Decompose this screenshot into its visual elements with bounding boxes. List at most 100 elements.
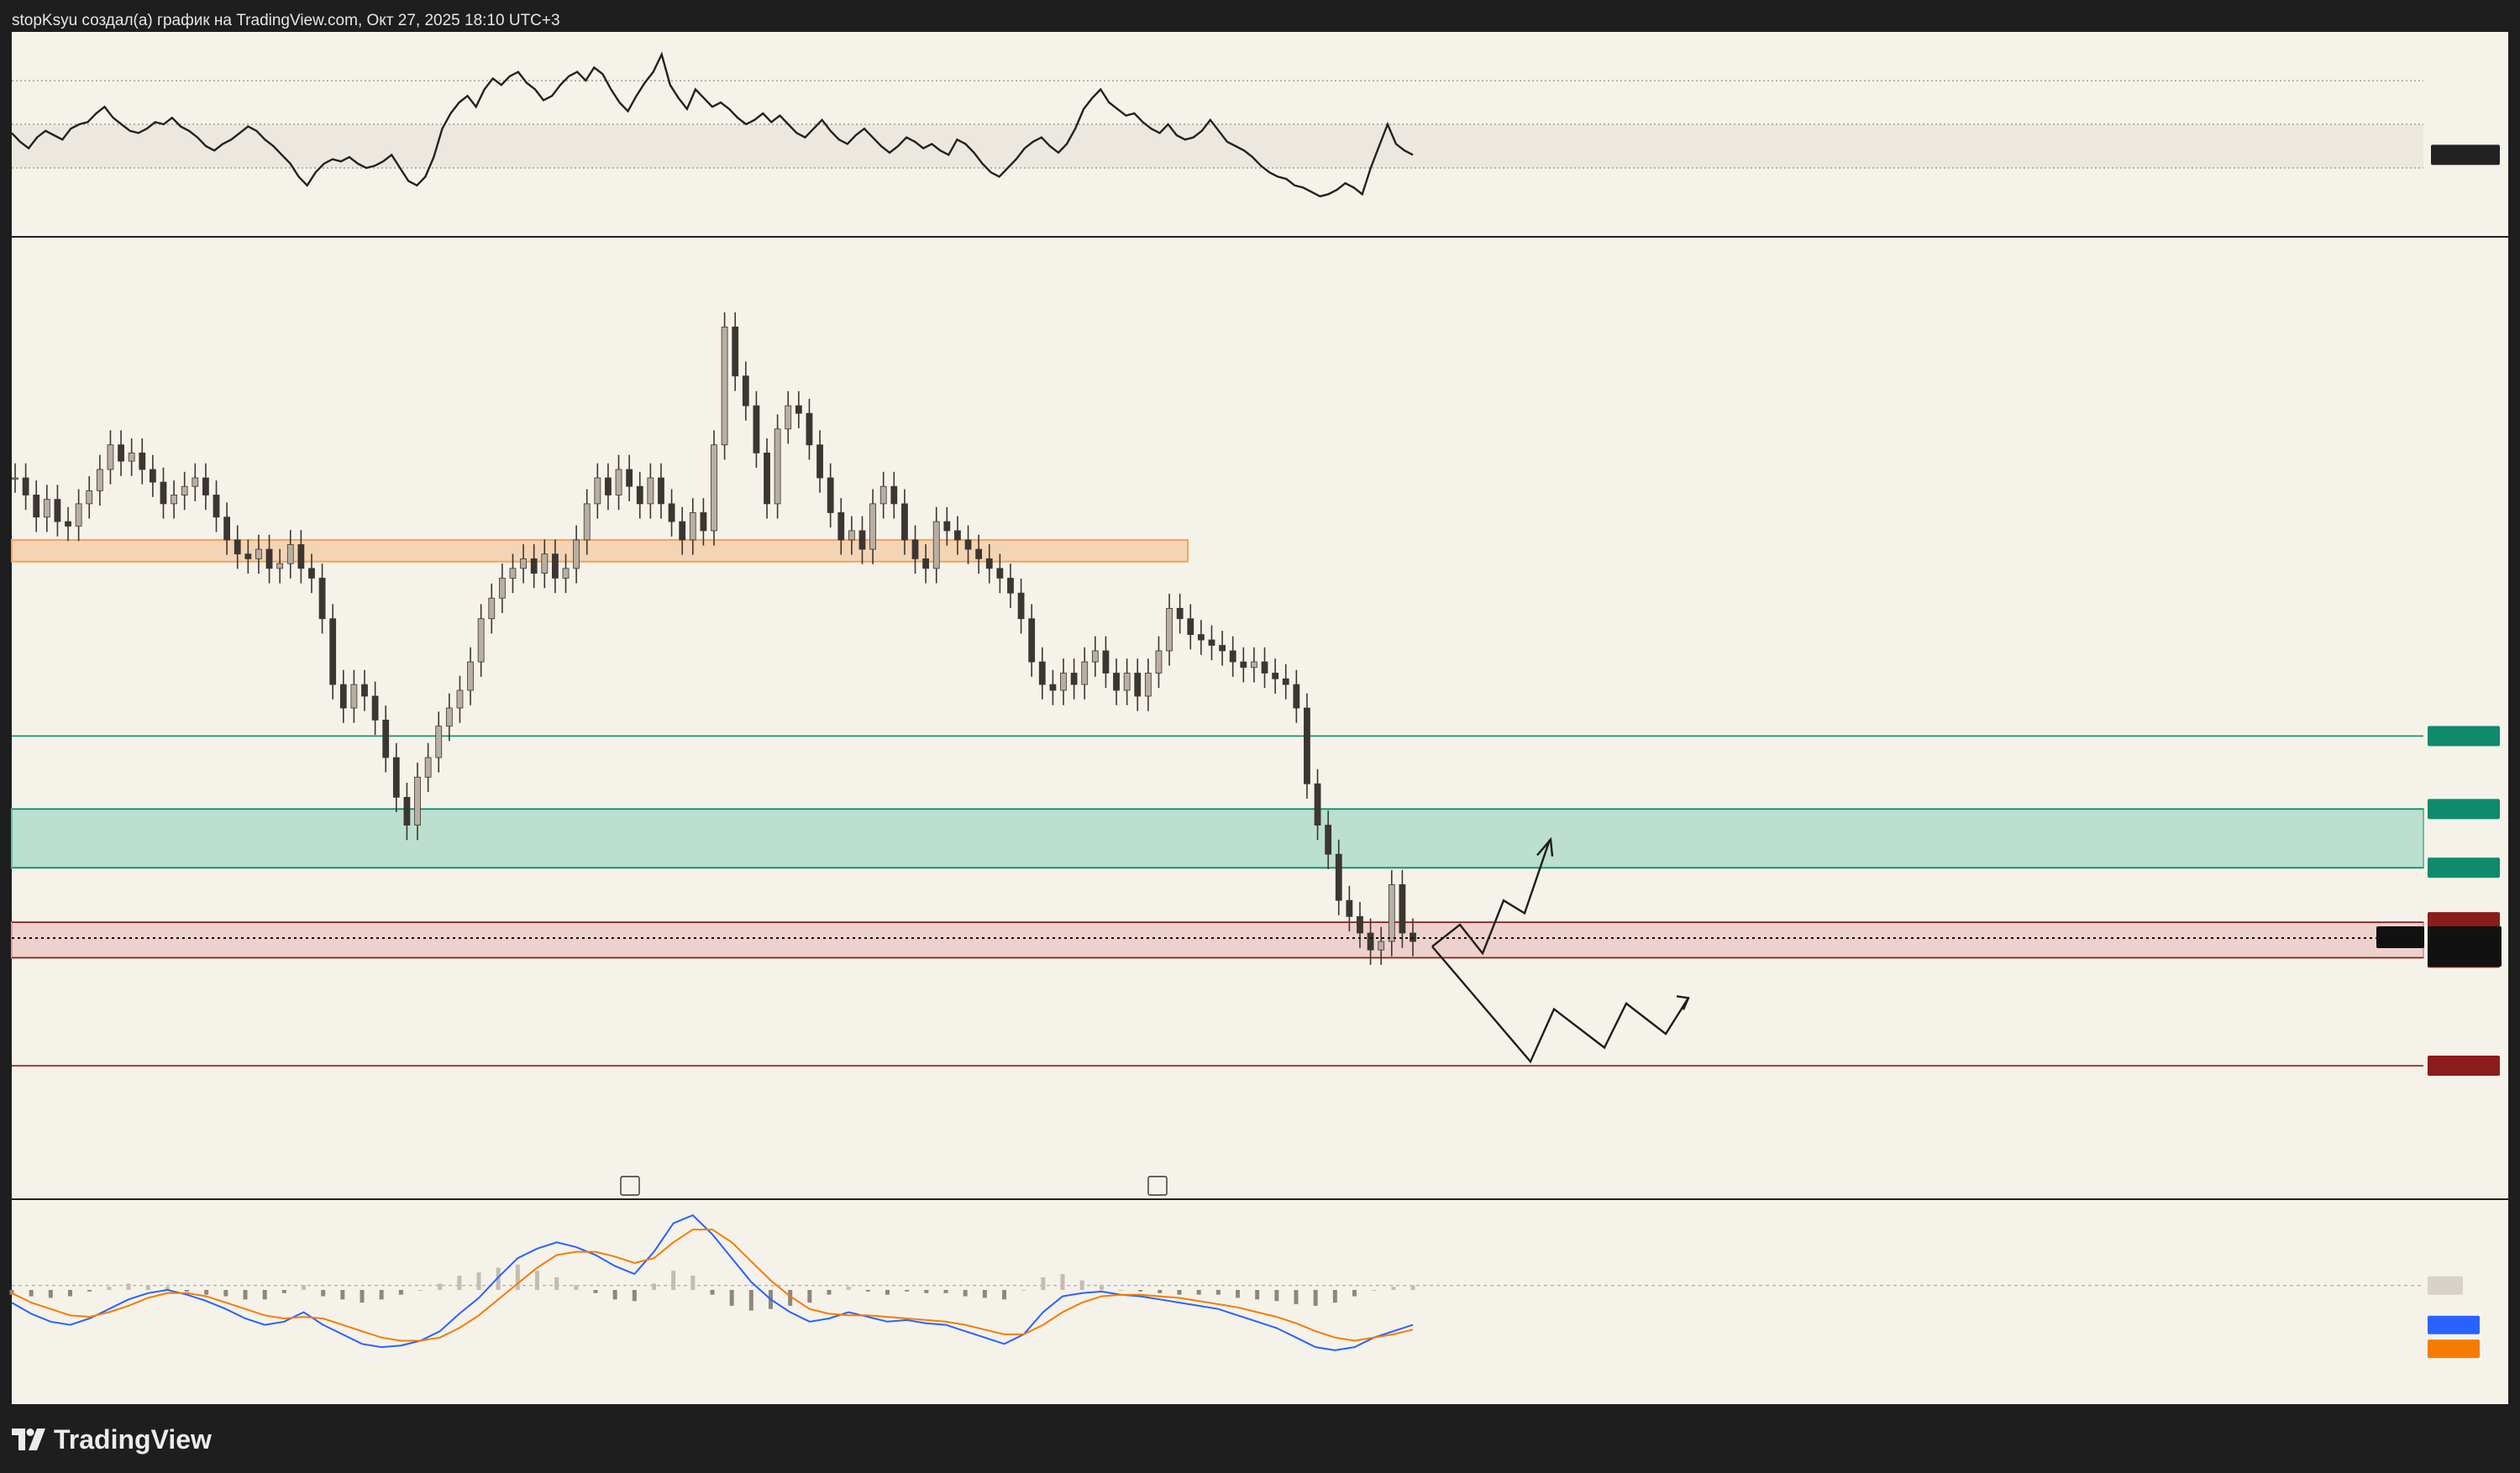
candle-body [1060, 673, 1067, 691]
candle-body [424, 757, 432, 778]
candle-body [255, 548, 262, 559]
macd-histogram-bar [982, 1290, 987, 1298]
macd-panel[interactable] [9, 1214, 2481, 1359]
macd-histogram-bar [1294, 1290, 1299, 1305]
candle-body [1229, 650, 1236, 663]
candle-body [86, 490, 93, 505]
candle-body [1240, 661, 1247, 668]
macd-histogram-bar [1021, 1290, 1026, 1291]
forecast-up-path [1431, 839, 1551, 956]
candle-body [467, 661, 474, 691]
candle-body [382, 720, 390, 758]
macd-histogram-bar [1236, 1290, 1240, 1298]
candle-body [118, 444, 124, 462]
macd-histogram-bar [1410, 1285, 1415, 1290]
macd-histogram-bar [671, 1271, 676, 1290]
candle-body [1091, 650, 1099, 663]
candle-body [213, 495, 220, 518]
candle-body [456, 689, 464, 709]
candle-body [1166, 607, 1173, 652]
macd-histogram-bar [632, 1290, 637, 1302]
candle-body [1102, 650, 1110, 674]
candle-body [149, 469, 156, 483]
candle-body [1282, 678, 1289, 685]
candle-body [276, 563, 284, 569]
macd-histogram-bar [48, 1290, 53, 1298]
candle-body [202, 477, 209, 495]
macd-histogram-bar [593, 1290, 598, 1293]
candle-body [1123, 673, 1131, 691]
candle-body [827, 477, 834, 513]
candle-body [498, 578, 506, 599]
candle-body [1007, 578, 1014, 594]
macd-histogram-bar [885, 1290, 890, 1295]
candle-body [1038, 661, 1046, 685]
candle-body [244, 553, 252, 559]
rsi-value-tag [2431, 144, 2500, 165]
candle-body [128, 452, 135, 462]
candle-body [192, 477, 199, 487]
chart-background [12, 32, 2508, 1404]
candle-body [1113, 673, 1120, 691]
candle-body [1378, 941, 1385, 951]
price-panel[interactable] [11, 312, 2508, 1200]
macd-histogram-bar [223, 1290, 228, 1297]
candle-body [541, 553, 549, 574]
candle-body [837, 512, 845, 541]
macd-zero-tag [2428, 1276, 2463, 1295]
macd-histogram-bar [1196, 1290, 1201, 1295]
candle-body [435, 726, 443, 758]
candle-body [605, 477, 612, 495]
candle-body [700, 512, 707, 532]
macd-line [11, 1214, 1414, 1351]
candle-body [1017, 592, 1025, 620]
macd-histogram-bar [846, 1287, 851, 1290]
symbol-tag [2376, 925, 2424, 948]
candle-body [139, 452, 146, 470]
macd-histogram-bar [535, 1271, 539, 1290]
macd-histogram-bar [1158, 1290, 1163, 1293]
macd-histogram-bar [924, 1290, 929, 1293]
candle-body [488, 597, 496, 620]
macd-histogram-bar [1274, 1290, 1279, 1302]
earnings-marker [1147, 1176, 1168, 1196]
candle-body [1134, 673, 1142, 697]
candle-body [520, 558, 527, 569]
candle-body [996, 568, 1004, 579]
candle-body [848, 530, 855, 541]
macd-histogram-bar [68, 1290, 72, 1297]
candle-body [732, 326, 739, 377]
candle-body [371, 695, 379, 721]
macd-histogram-bar [943, 1290, 948, 1293]
candle-body [1293, 684, 1300, 709]
macd-histogram-bar [1332, 1290, 1337, 1303]
candle-body [308, 568, 315, 579]
candle-body [160, 481, 167, 505]
candle-body [562, 568, 570, 579]
candle-body [445, 707, 453, 727]
macd-histogram-bar [710, 1290, 715, 1295]
rsi-panel[interactable] [11, 51, 2508, 238]
macd-histogram-bar [827, 1290, 832, 1295]
candle-body [869, 503, 876, 550]
candle-body [890, 485, 898, 505]
candle-body [1335, 853, 1342, 901]
macd-histogram-bar [321, 1290, 326, 1297]
footer-brand: TradingView [12, 1423, 212, 1456]
candle-body [234, 539, 241, 555]
macd-histogram-bar [107, 1287, 112, 1290]
macd-histogram-bar [963, 1290, 968, 1297]
macd-histogram-bar [243, 1290, 248, 1300]
macd-histogram-bar [1352, 1290, 1357, 1297]
macd-histogram-bar [379, 1290, 384, 1300]
candle-body [403, 796, 411, 826]
signal-line [11, 1229, 1414, 1342]
candle-body [54, 499, 61, 522]
candle-body [477, 618, 485, 663]
candle-body [22, 477, 29, 495]
macd-histogram-bar [1391, 1287, 1396, 1290]
candle-body [964, 539, 972, 550]
forecast-up-arrowhead [1536, 836, 1554, 857]
macd-histogram-bar [165, 1287, 170, 1290]
